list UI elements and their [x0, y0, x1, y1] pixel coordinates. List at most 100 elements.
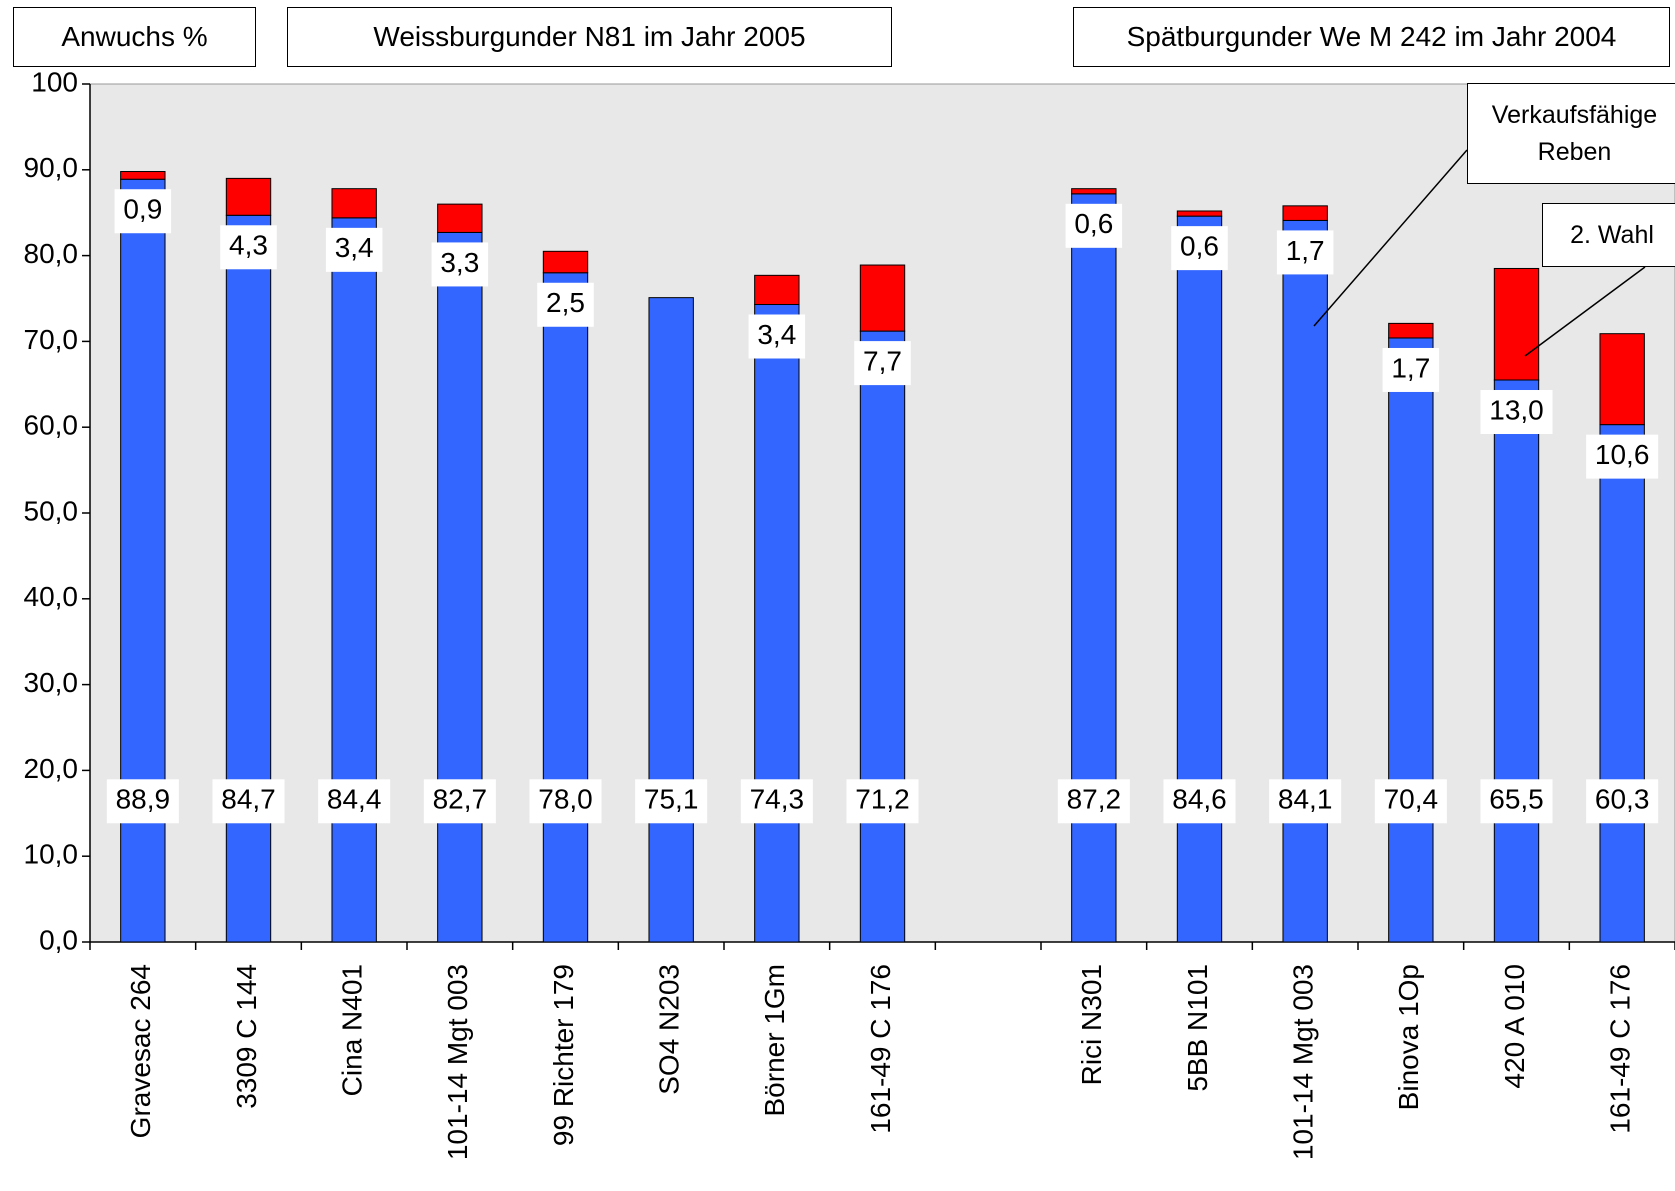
- series-callout: Verkaufsfähige Reben: [1467, 83, 1675, 184]
- y-tick-label: 10,0: [24, 839, 79, 870]
- x-tick-label: 99 Richter 179: [548, 964, 579, 1146]
- y-tick-label: 90,0: [24, 152, 79, 183]
- x-tick-label: Binova 1Op: [1393, 964, 1424, 1110]
- bar: [754, 274, 800, 306]
- value-label-bg: [740, 779, 813, 824]
- bar: [648, 297, 694, 943]
- bar: [1282, 219, 1328, 943]
- value-label-bg: [854, 341, 911, 386]
- value-label: 75,1: [644, 784, 699, 815]
- value-label-bg: [318, 779, 391, 824]
- bar: [1282, 205, 1328, 221]
- bar: [331, 188, 377, 219]
- value-label: 7,7: [863, 345, 902, 376]
- bar: [1388, 337, 1434, 943]
- value-label-bg: [1163, 779, 1236, 824]
- value-label: 0,6: [1180, 231, 1219, 262]
- bar: [437, 231, 483, 943]
- bar: [225, 177, 272, 216]
- x-tick-label: Börner 1Gm: [759, 964, 790, 1117]
- y-tick-label: 40,0: [24, 581, 79, 612]
- value-label-bg: [1057, 779, 1130, 824]
- value-label-bg: [1276, 230, 1334, 275]
- bar: [1176, 210, 1223, 217]
- value-label: 3,3: [440, 247, 479, 278]
- value-label: 2,5: [546, 287, 585, 318]
- value-label-bg: [1171, 226, 1228, 271]
- value-label-bg: [1586, 434, 1659, 479]
- value-label: 60,3: [1595, 784, 1650, 815]
- value-label-bg: [114, 189, 172, 234]
- x-tick-label: 3309 C 144: [231, 964, 262, 1109]
- value-label-bg: [1480, 390, 1553, 435]
- y-tick-label: 0,0: [39, 924, 78, 955]
- bar: [542, 272, 589, 943]
- value-label-bg: [748, 314, 806, 359]
- x-tick-label: 161-49 C 176: [865, 964, 896, 1134]
- bar: [1493, 379, 1540, 943]
- bar: [754, 304, 800, 943]
- value-label: 78,0: [538, 784, 593, 815]
- bar: [120, 171, 166, 180]
- bar: [1071, 193, 1117, 943]
- value-label: 84,4: [327, 784, 382, 815]
- value-label-bg: [423, 779, 496, 824]
- callout-line: [1313, 149, 1468, 327]
- y-tick-label: 80,0: [24, 238, 79, 269]
- y-tick-label: 100: [31, 66, 78, 97]
- value-label-bg: [212, 779, 285, 824]
- value-label: 3,4: [335, 232, 374, 263]
- value-label: 13,0: [1489, 394, 1544, 425]
- value-label-bg: [220, 225, 277, 270]
- value-label-bg: [1065, 203, 1123, 248]
- value-label-bg: [529, 779, 602, 824]
- value-label-bg: [1382, 347, 1440, 392]
- value-label: 4,3: [229, 230, 268, 261]
- value-label: 84,6: [1172, 784, 1227, 815]
- bar: [542, 250, 589, 274]
- value-label: 87,2: [1067, 784, 1122, 815]
- value-label: 88,9: [116, 784, 171, 815]
- x-tick-label: 5BB N101: [1182, 964, 1213, 1092]
- bar: [1599, 424, 1645, 943]
- y-tick-label: 60,0: [24, 410, 79, 441]
- callout-line: [1524, 266, 1646, 357]
- value-label-bg: [325, 227, 383, 272]
- bar: [120, 178, 166, 943]
- group-label: Weissburgunder N81 im Jahr 2005: [287, 7, 892, 67]
- value-label-bg: [106, 779, 179, 824]
- y-tick-label: 20,0: [24, 753, 79, 784]
- value-label: 70,4: [1384, 784, 1439, 815]
- bar: [859, 330, 906, 943]
- y-axis-label: Anwuchs %: [13, 7, 256, 67]
- bar: [437, 203, 483, 233]
- value-label: 0,9: [123, 194, 162, 225]
- group-label: Spätburgunder We M 242 im Jahr 2004: [1073, 7, 1670, 67]
- x-tick-label: 420 A 010: [1499, 964, 1530, 1089]
- value-label: 3,4: [757, 319, 796, 350]
- y-tick-label: 30,0: [24, 667, 79, 698]
- bar: [1599, 333, 1645, 426]
- value-label-bg: [846, 779, 919, 824]
- x-tick-label: SO4 N203: [654, 964, 685, 1095]
- value-label-bg: [431, 242, 489, 287]
- bar: [859, 264, 906, 332]
- value-label: 1,7: [1391, 352, 1430, 383]
- bar: [1071, 188, 1117, 195]
- value-label-bg: [1269, 779, 1342, 824]
- y-tick-label: 70,0: [24, 324, 79, 355]
- value-label: 1,7: [1286, 235, 1325, 266]
- bar: [1176, 215, 1223, 943]
- value-label: 84,7: [221, 784, 276, 815]
- value-label-bg: [1586, 779, 1659, 824]
- x-tick-label: Cina N401: [337, 964, 368, 1096]
- value-label: 71,2: [855, 784, 910, 815]
- bar: [331, 217, 377, 943]
- x-tick-label: Gravesac 264: [125, 964, 156, 1138]
- x-tick-label: 101-14 Mgt 003: [1288, 964, 1319, 1160]
- x-tick-label: Rici N301: [1076, 964, 1107, 1085]
- value-label: 10,6: [1595, 439, 1650, 470]
- value-label-bg: [635, 779, 708, 824]
